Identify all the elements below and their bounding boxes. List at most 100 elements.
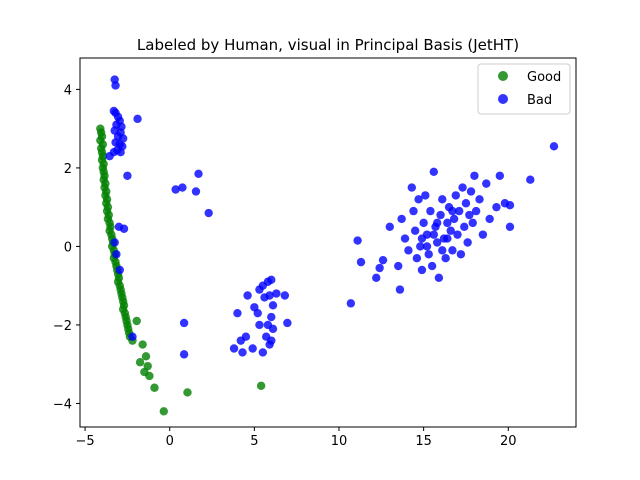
point-bad-59 <box>250 303 259 312</box>
point-bad-103 <box>458 183 467 192</box>
point-bad-78 <box>416 242 425 251</box>
point-bad-127 <box>432 218 442 228</box>
point-good-56 <box>138 340 147 349</box>
point-bad-33 <box>179 350 189 359</box>
point-bad-83 <box>424 250 433 259</box>
point-bad-106 <box>463 238 472 247</box>
point-bad-23 <box>112 250 121 259</box>
point-bad-128 <box>417 234 427 243</box>
point-bad-122 <box>549 142 559 151</box>
x-tick-label: 20 <box>500 434 517 449</box>
x-tick-label: 0 <box>166 434 174 449</box>
point-bad-31 <box>204 208 213 218</box>
point-bad-126 <box>443 234 452 243</box>
point-bad-50 <box>272 289 281 298</box>
point-bad-29 <box>191 187 201 196</box>
point-bad-30 <box>194 169 203 178</box>
point-bad-101 <box>454 206 464 216</box>
plot-points <box>96 75 559 416</box>
point-bad-71 <box>400 234 410 243</box>
point-bad-88 <box>432 238 442 247</box>
y-tick-label: −4 <box>53 397 72 412</box>
point-bad-68 <box>394 261 403 271</box>
point-bad-124 <box>429 230 438 239</box>
point-good-61 <box>145 371 154 381</box>
chart-title: Labeled by Human, visual in Principal Ba… <box>137 36 519 54</box>
point-bad-115 <box>485 214 494 224</box>
point-bad-26 <box>114 222 124 231</box>
point-bad-98 <box>449 214 459 224</box>
point-bad-86 <box>429 167 438 177</box>
point-bad-112 <box>475 195 484 204</box>
point-bad-70 <box>397 214 406 224</box>
point-bad-57 <box>280 291 290 300</box>
point-bad-120 <box>505 201 515 210</box>
point-bad-42 <box>255 320 264 330</box>
x-axis: −5 0 5 10 15 20 <box>75 427 517 449</box>
point-bad-94 <box>443 218 452 228</box>
point-bad-109 <box>468 218 477 228</box>
point-bad-104 <box>460 222 469 231</box>
plot-frame <box>79 57 577 428</box>
point-bad-74 <box>409 206 418 216</box>
point-bad-52 <box>267 312 276 322</box>
point-bad-27 <box>171 185 180 194</box>
point-bad-90 <box>436 210 445 220</box>
point-bad-75 <box>410 226 420 235</box>
x-tick-label: 15 <box>415 434 432 449</box>
point-bad-18 <box>133 114 142 124</box>
point-bad-125 <box>438 246 447 255</box>
point-bad-76 <box>412 254 422 263</box>
legend-label-bad: Bad <box>527 93 552 108</box>
point-bad-116 <box>492 202 501 212</box>
point-bad-129 <box>448 206 457 216</box>
point-bad-81 <box>421 191 430 200</box>
point-bad-28 <box>178 183 187 192</box>
point-good-65 <box>256 381 266 390</box>
point-good-55 <box>132 316 141 326</box>
point-bad-80 <box>419 218 428 228</box>
point-bad-39 <box>238 348 247 357</box>
point-bad-67 <box>385 222 394 231</box>
point-bad-66 <box>378 255 388 265</box>
y-tick-label: 0 <box>64 240 72 255</box>
point-bad-89 <box>434 273 444 283</box>
point-bad-24 <box>115 265 124 275</box>
point-bad-111 <box>471 206 481 216</box>
point-bad-48 <box>268 301 278 310</box>
point-bad-34 <box>233 308 242 318</box>
point-bad-93 <box>441 254 450 263</box>
point-bad-96 <box>446 226 455 235</box>
legend-label-good: Good <box>527 70 561 85</box>
point-bad-91 <box>438 195 447 204</box>
point-bad-79 <box>417 265 427 275</box>
point-bad-102 <box>456 250 466 259</box>
point-good-58 <box>135 358 145 367</box>
point-bad-35 <box>243 291 252 300</box>
x-tick-label: −5 <box>75 434 94 449</box>
point-bad-60 <box>263 320 273 330</box>
point-good-57 <box>141 352 151 361</box>
point-good-62 <box>150 383 159 392</box>
point-bad-61 <box>346 299 356 308</box>
point-bad-85 <box>427 261 437 271</box>
point-bad-58 <box>283 318 292 328</box>
point-bad-121 <box>526 175 535 184</box>
point-bad-73 <box>407 183 416 192</box>
point-bad-40 <box>248 344 257 353</box>
point-bad-22 <box>110 238 119 247</box>
point-bad-20 <box>105 151 114 161</box>
point-bad-56 <box>267 336 276 345</box>
point-bad-105 <box>461 199 471 208</box>
x-tick-label: 10 <box>331 434 348 449</box>
y-tick-label: 4 <box>64 83 72 98</box>
point-bad-62 <box>353 236 362 245</box>
point-bad-117 <box>495 171 505 180</box>
point-good-63 <box>159 407 168 416</box>
x-tick-label: 5 <box>250 434 258 449</box>
point-bad-97 <box>448 246 457 255</box>
point-bad-77 <box>414 195 423 204</box>
legend-marker-bad <box>498 94 508 104</box>
point-bad-108 <box>466 187 476 196</box>
y-tick-label: −2 <box>53 319 72 334</box>
